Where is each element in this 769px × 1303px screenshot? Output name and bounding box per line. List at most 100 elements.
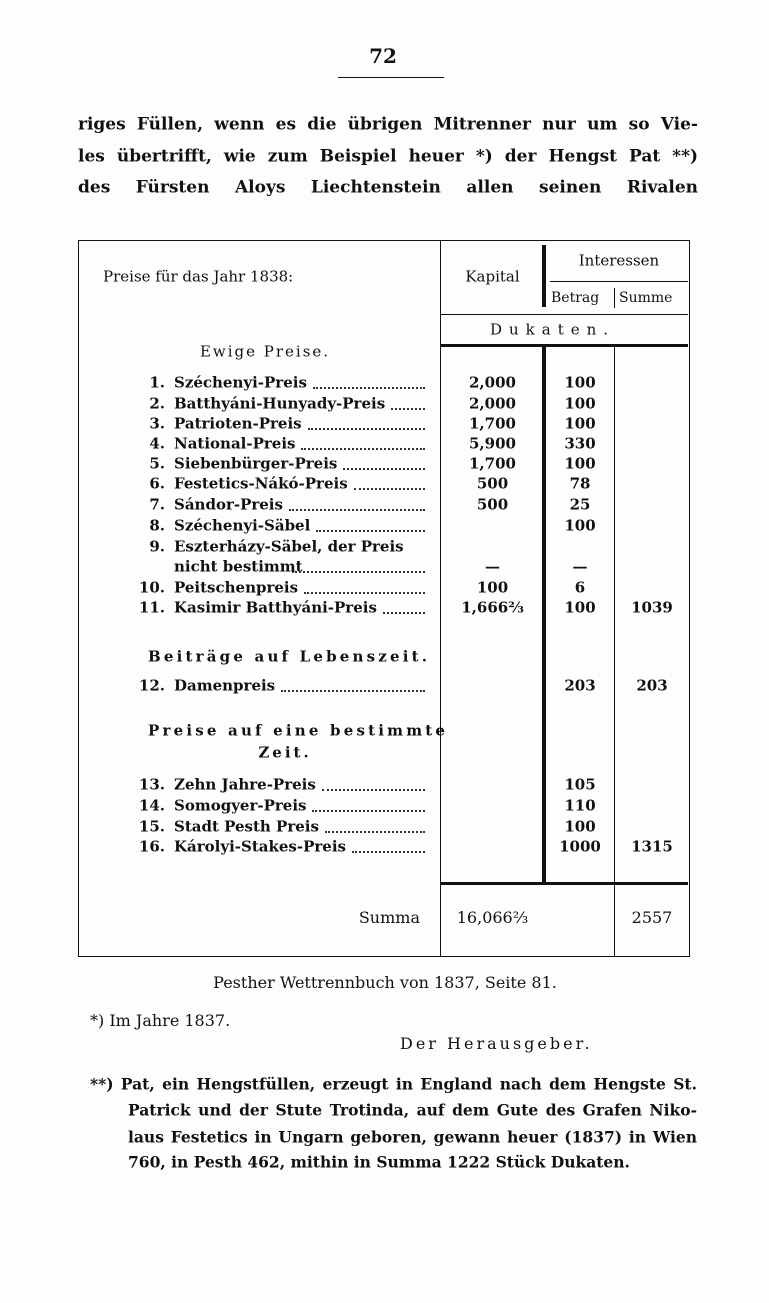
section-title: Beiträge auf Lebenszeit.	[148, 647, 431, 666]
col-line	[440, 240, 441, 956]
col-line	[542, 245, 546, 307]
row-name: Széchenyi-Preis	[174, 373, 307, 392]
row-name: nicht bestimmt	[174, 557, 303, 576]
cell-kapital: 500	[476, 474, 509, 493]
leader	[343, 468, 425, 470]
row-number: 10.	[138, 578, 165, 597]
section-title: Preise auf eine bestimmte	[148, 721, 449, 740]
cell-betrag: 100	[564, 598, 596, 617]
row-name: National-Preis	[174, 434, 296, 453]
leader	[281, 690, 425, 692]
paragraph-line: riges Füllen, wenn es die übrigen Mitren…	[78, 114, 698, 135]
leader	[391, 408, 425, 410]
leader	[321, 789, 425, 791]
cell-betrag: 78	[569, 474, 591, 493]
paragraph-line: des Fürsten Aloys Liechtenstein allen se…	[78, 177, 698, 198]
cell-betrag: 1000	[559, 837, 601, 856]
row-number: 16.	[138, 837, 165, 856]
row-name: Damenpreis	[174, 676, 276, 695]
cell-betrag: 100	[564, 373, 596, 392]
row-number: 7.	[149, 495, 165, 514]
cell-kapital: 500	[476, 495, 509, 514]
cell-betrag: 25	[569, 495, 591, 514]
cell-kapital: —	[485, 557, 500, 576]
row-name: Siebenbürger-Preis	[174, 454, 338, 473]
leader	[312, 387, 425, 389]
cell-kapital: 2,000	[469, 373, 516, 392]
cell-summe: 1315	[631, 837, 673, 856]
total-value: 2557	[631, 908, 673, 927]
leader	[304, 592, 425, 594]
row-number: 2.	[149, 394, 165, 413]
row-number: 8.	[149, 516, 165, 535]
row-name: Batthyáni-Hunyady-Preis	[174, 394, 386, 413]
cell-kapital: 100	[476, 578, 509, 597]
page-number: 72	[369, 44, 397, 68]
row-name: Károlyi-Stakes-Preis	[174, 837, 346, 856]
leader	[353, 488, 425, 490]
row-number: 11.	[138, 598, 165, 617]
row-line	[440, 882, 688, 885]
column-header: Betrag	[551, 290, 600, 306]
row-line	[550, 281, 688, 282]
row-name: Zehn Jahre-Preis	[174, 775, 316, 794]
leader	[324, 831, 425, 833]
table-frame	[78, 240, 690, 957]
section-title: Zeit.	[258, 743, 312, 762]
row-number: 4.	[149, 434, 165, 453]
cell-betrag: 100	[564, 817, 596, 836]
leader	[316, 530, 425, 532]
row-number: 1.	[149, 373, 165, 392]
row-name: Széchenyi-Säbel	[174, 516, 311, 535]
col-line	[614, 288, 615, 308]
rule	[338, 77, 444, 78]
cell-betrag: —	[572, 557, 588, 576]
row-line	[440, 344, 688, 347]
footnote-line: **) Pat, ein Hengstfüllen, erzeugt in En…	[90, 1074, 697, 1094]
total-value: 16,066⅔	[456, 908, 529, 927]
leader	[292, 571, 425, 573]
table-title: Preise für das Jahr 1838:	[103, 267, 294, 286]
cell-kapital: 5,900	[469, 434, 516, 453]
row-number: 13.	[138, 775, 165, 794]
row-line	[440, 314, 688, 315]
col-line	[542, 345, 546, 883]
cell-betrag: 6	[574, 578, 586, 597]
signature: Der Herausgeber.	[400, 1034, 593, 1053]
row-number: 15.	[138, 817, 165, 836]
leader	[312, 810, 425, 812]
cell-summe: 203	[636, 676, 668, 695]
cell-kapital: 2,000	[469, 394, 516, 413]
row-number: 5.	[149, 454, 165, 473]
row-name: Stadt Pesth Preis	[174, 817, 319, 836]
paragraph-line: les übertrifft, wie zum Beispiel heuer *…	[78, 146, 698, 167]
cell-summe: 1039	[631, 598, 673, 617]
cell-betrag: 100	[564, 454, 596, 473]
footnote-line: 760, in Pesth 462, mithin in Summa 1222 …	[128, 1152, 630, 1172]
leader	[301, 448, 425, 450]
column-header: Kapital	[465, 267, 520, 286]
row-number: 9.	[149, 537, 165, 556]
cell-betrag: 110	[564, 796, 596, 815]
row-number: 6.	[149, 474, 165, 493]
cell-betrag: 100	[564, 394, 596, 413]
cell-kapital: 1,700	[469, 414, 516, 433]
cell-betrag: 105	[564, 775, 596, 794]
row-name: Sándor-Preis	[174, 495, 283, 514]
leader	[307, 428, 425, 430]
row-name: Kasimir Batthyáni-Preis	[174, 598, 377, 617]
row-number: 3.	[149, 414, 165, 433]
column-header: Interessen	[578, 251, 660, 270]
cell-kapital: 1,666⅔	[461, 598, 524, 617]
cell-kapital: 1,700	[469, 454, 516, 473]
total-label: Summa	[358, 908, 420, 927]
row-name: Peitschenpreis	[174, 578, 299, 597]
column-header: Summe	[619, 290, 673, 306]
footnote-line: Patrick und der Stute Trotinda, auf dem …	[128, 1100, 697, 1120]
row-number: 12.	[138, 676, 165, 695]
unit-label: Dukaten.	[490, 320, 616, 339]
section-title: Ewige Preise.	[199, 342, 331, 361]
row-name: Somogyer-Preis	[174, 796, 307, 815]
leader	[288, 509, 425, 511]
